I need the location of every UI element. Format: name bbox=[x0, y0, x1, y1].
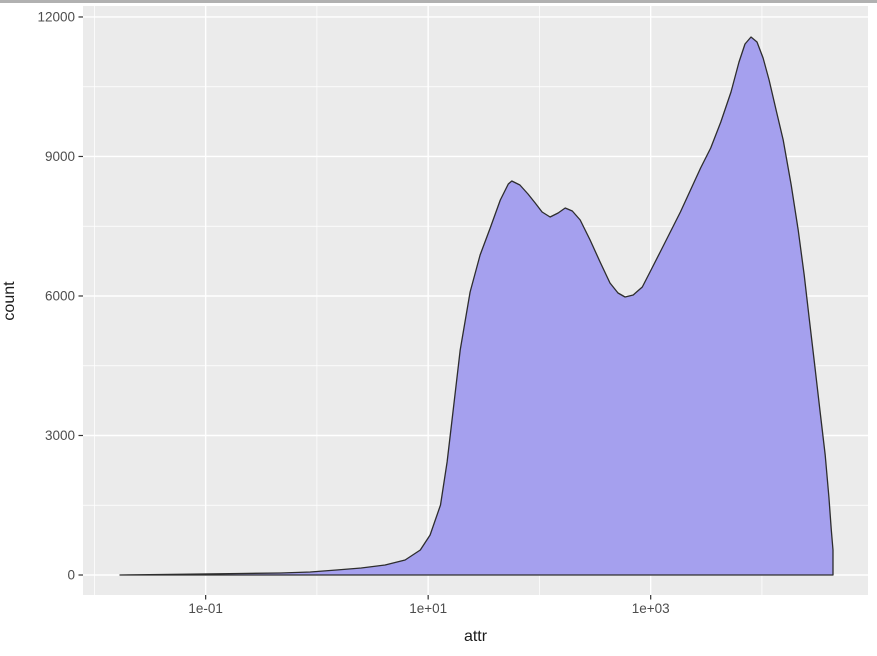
density-area bbox=[119, 36, 834, 576]
y-tick-label: 12000 bbox=[37, 9, 75, 24]
x-axis-title: attr bbox=[463, 628, 488, 645]
x-tick-label: 1e+03 bbox=[632, 601, 670, 616]
x-tick-label: 1e+01 bbox=[409, 601, 447, 616]
y-tick-label: 0 bbox=[67, 568, 75, 583]
y-tick-label: 6000 bbox=[45, 288, 75, 303]
y-tick-label: 3000 bbox=[45, 428, 75, 443]
x-tick-label: 1e-01 bbox=[188, 601, 223, 616]
y-axis-title: count bbox=[1, 281, 18, 321]
window-top-border bbox=[0, 0, 877, 3]
y-tick-label: 9000 bbox=[45, 149, 75, 164]
